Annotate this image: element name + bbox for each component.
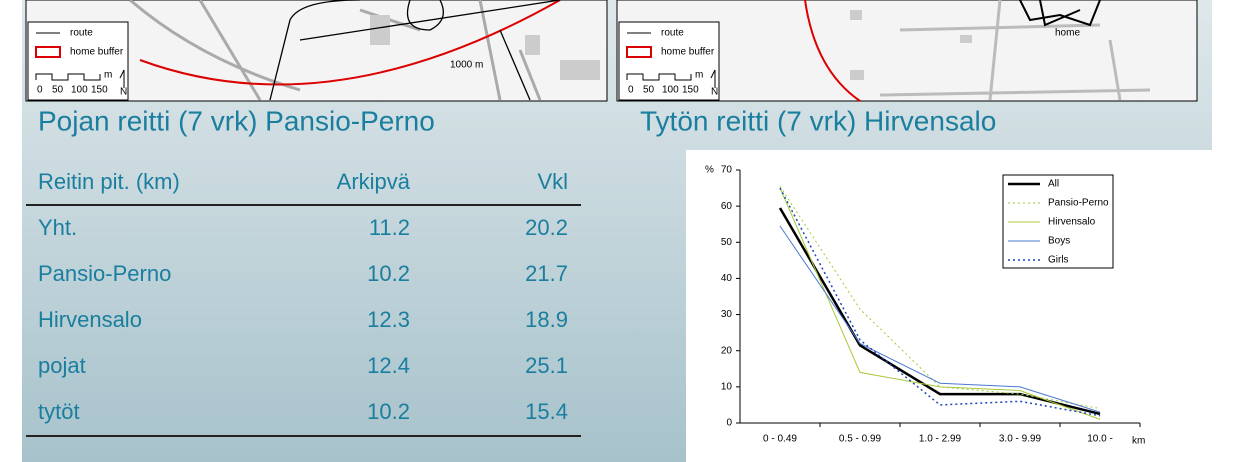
- scale-unit: m: [695, 70, 703, 81]
- map-label: 1000 m: [450, 60, 483, 71]
- table-cell: 18.9: [525, 307, 568, 332]
- legend-label: Girls: [1048, 255, 1069, 266]
- table-cell: 25.1: [525, 353, 568, 378]
- title: Pojan reitti (7 vrk) Pansio-Perno: [38, 105, 435, 136]
- table-header: Arkipvä: [337, 169, 411, 194]
- y-tick-label: 60: [721, 201, 733, 212]
- x-tick-label: 0 - 0.49: [763, 434, 797, 445]
- legend-route: route: [70, 28, 93, 39]
- legend-buffer: home buffer: [70, 47, 124, 58]
- scale-unit: m: [104, 70, 112, 81]
- x-tick-label: 10.0 -: [1087, 434, 1113, 445]
- legend-label: Pansio-Perno: [1048, 198, 1109, 209]
- table-cell: pojat: [38, 353, 86, 378]
- series-line: [779, 187, 1101, 417]
- legend-label: All: [1048, 179, 1059, 190]
- table: Reitin pit. (km) Arkipvä Vkl Yht. 11.2 20.2 Pa…: [38, 169, 568, 424]
- legend-route: route: [661, 28, 684, 39]
- table-cell: 20.2: [525, 215, 568, 240]
- legend-label: Hirvensalo: [1048, 217, 1096, 228]
- table-cell: Pansio-Perno: [38, 261, 171, 286]
- table-cell: 15.4: [525, 399, 568, 424]
- map-label: home: [1055, 28, 1080, 39]
- scale-label: 150: [682, 85, 699, 96]
- scale-label: 50: [643, 85, 655, 96]
- table-cell: 12.4: [367, 353, 410, 378]
- table-cell: 21.7: [525, 261, 568, 286]
- y-tick-label: 0: [726, 418, 732, 429]
- title: Tytön reitti (7 vrk) Hirvensalo: [640, 105, 996, 136]
- table-cell: Hirvensalo: [38, 307, 142, 332]
- table-cell: Yht.: [38, 215, 77, 240]
- legend-label: Boys: [1048, 236, 1070, 247]
- scale-label: 150: [91, 85, 108, 96]
- x-axis-label: km: [1132, 436, 1145, 447]
- y-tick-label: 30: [721, 309, 733, 320]
- legend-buffer: home buffer: [661, 47, 715, 58]
- y-axis-label: %: [705, 165, 714, 176]
- y-tick-label: 70: [721, 165, 733, 176]
- series-line: [779, 187, 1101, 420]
- scale-label: 100: [662, 85, 679, 96]
- north-arrow: N: [120, 87, 127, 98]
- chart-panel: [686, 150, 1212, 462]
- map-left: route home buffer 0 50 100 150 m N 1000 …: [25, 0, 608, 102]
- table-header: Reitin pit. (km): [38, 169, 180, 194]
- map-right: route home buffer 0 50 100 150 m N home: [616, 0, 1198, 102]
- table-cell: 10.2: [367, 399, 410, 424]
- chart: 0 10 20 30 40 50 60 70% km 0 - 0.49 0.5 - 0.99 1.0 …: [705, 165, 1145, 447]
- table-cell: 11.2: [369, 215, 410, 240]
- series-line: [778, 207, 1101, 416]
- series-line: [779, 185, 1101, 410]
- scale-label: 50: [52, 85, 64, 96]
- x-tick-label: 0.5 - 0.99: [839, 434, 882, 445]
- north-arrow: N: [711, 87, 718, 98]
- scale-label: 100: [71, 85, 88, 96]
- x-tick-label: 3.0 - 9.99: [999, 434, 1042, 445]
- scale-label: 0: [628, 85, 634, 96]
- table-cell: 12.3: [367, 307, 410, 332]
- table-cell: tytöt: [38, 399, 80, 424]
- scale-label: 0: [37, 85, 43, 96]
- x-tick-label: 1.0 - 2.99: [919, 434, 962, 445]
- y-tick-label: 10: [721, 381, 733, 392]
- table-cell: 10.2: [367, 261, 410, 286]
- y-tick-label: 40: [721, 273, 733, 284]
- table-header: Vkl: [537, 169, 568, 194]
- y-tick-label: 20: [721, 345, 733, 356]
- series-line: [779, 225, 1101, 413]
- y-tick-label: 50: [721, 237, 733, 248]
